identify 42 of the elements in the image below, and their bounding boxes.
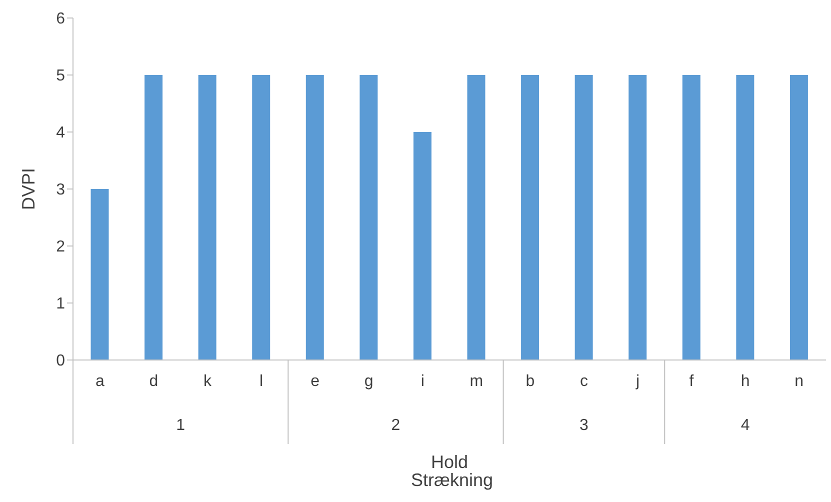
x-tick-label: d	[149, 373, 158, 390]
x-tick-label: h	[740, 373, 750, 390]
text: 4	[740, 417, 750, 434]
y-tick-label: 3	[56, 182, 66, 199]
bar	[306, 75, 324, 360]
bar	[628, 75, 647, 360]
bar	[736, 75, 754, 360]
x-tick-label: b	[526, 373, 535, 390]
x-tick-label: f	[689, 373, 694, 390]
y-tick-label: 5	[56, 68, 66, 85]
y-tick-label: 2	[56, 238, 66, 256]
text: Strækning	[410, 470, 494, 491]
bar	[413, 132, 432, 360]
text: 3	[580, 417, 589, 434]
x-tick-label: i	[420, 373, 424, 390]
bar	[574, 75, 593, 360]
x-tick-label: c	[580, 373, 588, 390]
x-tick-label: e	[310, 373, 320, 390]
bar	[790, 75, 808, 360]
bar	[467, 75, 486, 360]
y-tick-label: 0	[56, 352, 66, 370]
x-tick-label: n	[794, 373, 804, 390]
bar	[360, 75, 378, 360]
x-tick-label: l	[259, 373, 264, 390]
x-tick-label: j	[634, 373, 640, 390]
x-tick-label: m	[470, 373, 484, 390]
y-tick-label: 6	[56, 10, 66, 28]
x-axis-title: Hold	[430, 452, 468, 472]
bar	[198, 75, 216, 360]
y-tick-label: 1	[56, 296, 66, 313]
text: 1	[176, 417, 186, 434]
bar	[252, 75, 270, 360]
y-tick-label: 4	[56, 124, 66, 142]
x-tick-label: g	[364, 373, 374, 390]
bar	[90, 189, 109, 360]
bar	[682, 75, 700, 360]
x-tick-label: a	[95, 373, 104, 390]
text: 2	[391, 417, 400, 434]
bar	[144, 75, 163, 360]
y-axis-title: DVPI	[18, 168, 38, 210]
x-tick-label: k	[203, 373, 212, 390]
bar	[521, 75, 540, 360]
